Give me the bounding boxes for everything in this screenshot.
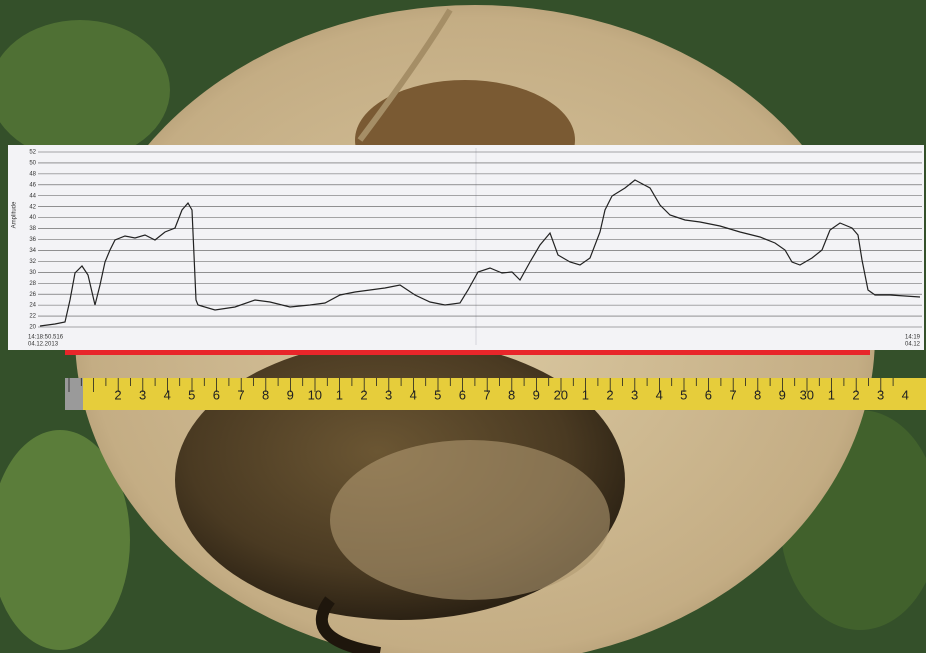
tape-hook — [65, 378, 83, 410]
tape-number: 7 — [237, 387, 244, 402]
tape-number: 7 — [483, 387, 490, 402]
tape-number: 4 — [164, 387, 171, 402]
tape-number: 8 — [508, 387, 515, 402]
tape-number: 6 — [705, 387, 712, 402]
tape-number: 4 — [656, 387, 663, 402]
tape-number: 5 — [680, 387, 687, 402]
grass-patch — [0, 430, 130, 650]
tape-number: 3 — [877, 387, 884, 402]
y-tick-label: 24 — [29, 303, 36, 309]
leaf — [0, 20, 170, 160]
tape-number: 2 — [360, 387, 367, 402]
tape-number: 1 — [582, 387, 589, 402]
y-tick-label: 52 — [29, 150, 36, 156]
tape-number: 20 — [554, 387, 568, 402]
y-tick-label: 20 — [29, 325, 36, 331]
tape-number: 4 — [902, 387, 909, 402]
tape-number: 8 — [262, 387, 269, 402]
inner-wood — [330, 440, 610, 600]
y-tick-label: 46 — [29, 182, 36, 188]
crack — [315, 596, 381, 653]
tape-number: 1 — [828, 387, 835, 402]
y-tick-label: 28 — [29, 281, 36, 287]
tape-number: 9 — [779, 387, 786, 402]
y-tick-label: 42 — [29, 204, 36, 210]
tape-number: 3 — [139, 387, 146, 402]
tape-number: 6 — [459, 387, 466, 402]
y-tick-label: 30 — [29, 270, 36, 276]
y-tick-label: 50 — [29, 161, 36, 167]
end-time: 14:19 — [905, 335, 921, 341]
y-tick-label: 26 — [29, 292, 36, 298]
tape-number: 2 — [852, 387, 859, 402]
tape-number: 30 — [800, 387, 814, 402]
tape-number: 1 — [336, 387, 343, 402]
y-tick-label: 36 — [29, 237, 36, 243]
y-tick-label: 22 — [29, 314, 36, 320]
tape-number: 6 — [213, 387, 220, 402]
crack — [357, 8, 453, 142]
tape-number: 9 — [287, 387, 294, 402]
tape-number: 8 — [754, 387, 761, 402]
printout-paper — [8, 145, 924, 350]
end-date: 04.12 — [905, 342, 921, 348]
tape-number: 4 — [410, 387, 417, 402]
tape-number: 7 — [729, 387, 736, 402]
y-tick-label: 48 — [29, 171, 36, 177]
axis-label: Amplitude — [12, 201, 18, 228]
tape-number: 2 — [606, 387, 613, 402]
tape-number: 9 — [533, 387, 540, 402]
trace — [39, 179, 921, 327]
tape-scale: 2 3 4 5 6 7 8 9 10 1 2 3 4 5 6 7 8 9 20 1 2 3 4 5 6 7 8 9 30 1 2 3 4 — [68, 378, 909, 402]
tape-number: 10 — [308, 387, 322, 402]
y-tick-label: 38 — [29, 226, 36, 232]
tape-number: 3 — [385, 387, 392, 402]
start-date: 04.12.2013 — [28, 342, 59, 348]
y-tick-label: 44 — [29, 193, 36, 199]
y-tick-label: 32 — [29, 259, 36, 265]
y-tick-label: 34 — [29, 248, 36, 254]
tape-number: 2 — [114, 387, 121, 402]
start-time: 14:18:50.516 — [28, 335, 64, 341]
tape-number: 5 — [188, 387, 195, 402]
y-tick-label: 40 — [29, 215, 36, 221]
tape-number: 5 — [434, 387, 441, 402]
tape-number: 3 — [631, 387, 638, 402]
red-marker — [65, 350, 870, 355]
